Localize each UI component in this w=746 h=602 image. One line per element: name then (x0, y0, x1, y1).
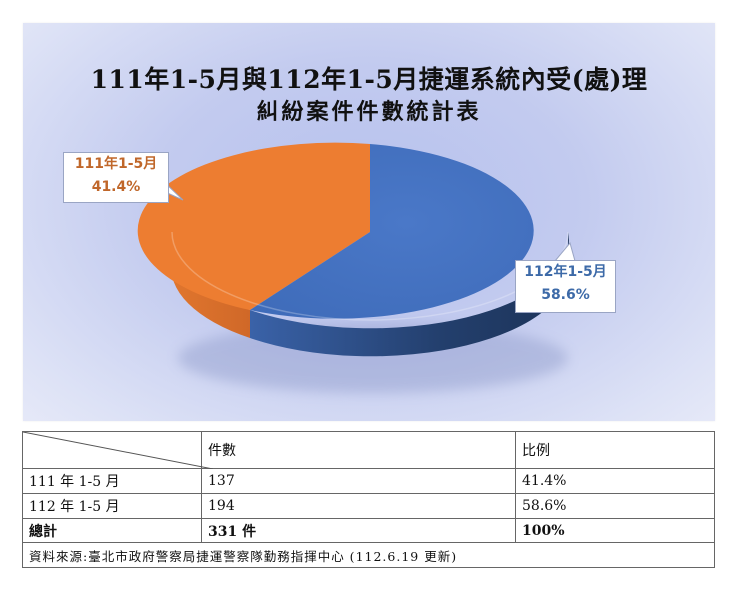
blue-slice-top (250, 144, 534, 319)
data-label-112-period: 112年1-5月 (524, 264, 607, 280)
table-row: 111 年 1-5 月 137 41.4% (22, 468, 715, 494)
chart-title-line1: 111年1-5月與112年1-5月捷運系統內受(處)理 (90, 65, 648, 94)
data-label-112: 112年1-5月 58.6% (515, 260, 616, 313)
chart-area: 111年1-5月與112年1-5月捷運系統內受(處)理 糾紛案件件數統計表 (23, 23, 715, 421)
table-header-row: 件數 比例 (22, 431, 715, 469)
table-footer-row: 資料來源:臺北市政府警察局捷運警察隊勤務指揮中心 (112.6.19 更新) (22, 542, 715, 568)
total-label: 總計 (22, 518, 202, 543)
statistics-table: 件數 比例 111 年 1-5 月 137 41.4% 112 年 1-5 月 … (22, 431, 715, 568)
diagonal-divider (23, 432, 213, 469)
row-count: 194 (201, 493, 516, 519)
total-count: 331 件 (201, 518, 516, 543)
header-ratio: 比例 (515, 431, 715, 469)
data-source-note: 資料來源:臺北市政府警察局捷運警察隊勤務指揮中心 (112.6.19 更新) (22, 542, 715, 568)
row-period: 112 年 1-5 月 (22, 493, 202, 519)
data-label-111-percent: 41.4% (91, 179, 141, 195)
table-total-row: 總計 331 件 100% (22, 518, 715, 543)
orange-slice-side (171, 232, 250, 338)
pie-chart (137, 142, 576, 393)
row-ratio: 58.6% (515, 493, 715, 519)
orange-slice-top (137, 142, 370, 310)
total-ratio: 100% (515, 518, 715, 543)
data-label-111-period: 111年1-5月 (74, 156, 158, 172)
row-ratio: 41.4% (515, 468, 715, 494)
header-count: 件數 (201, 431, 516, 469)
chart-title-line2: 糾紛案件件數統計表 (256, 99, 482, 125)
row-period: 111 年 1-5 月 (22, 468, 202, 494)
row-count: 137 (201, 468, 516, 494)
blue-slice-side (250, 232, 569, 357)
data-label-112-percent: 58.6% (541, 287, 590, 303)
data-label-111: 111年1-5月 41.4% (63, 152, 169, 203)
table-corner-cell (22, 431, 213, 469)
table-row: 112 年 1-5 月 194 58.6% (22, 493, 715, 519)
